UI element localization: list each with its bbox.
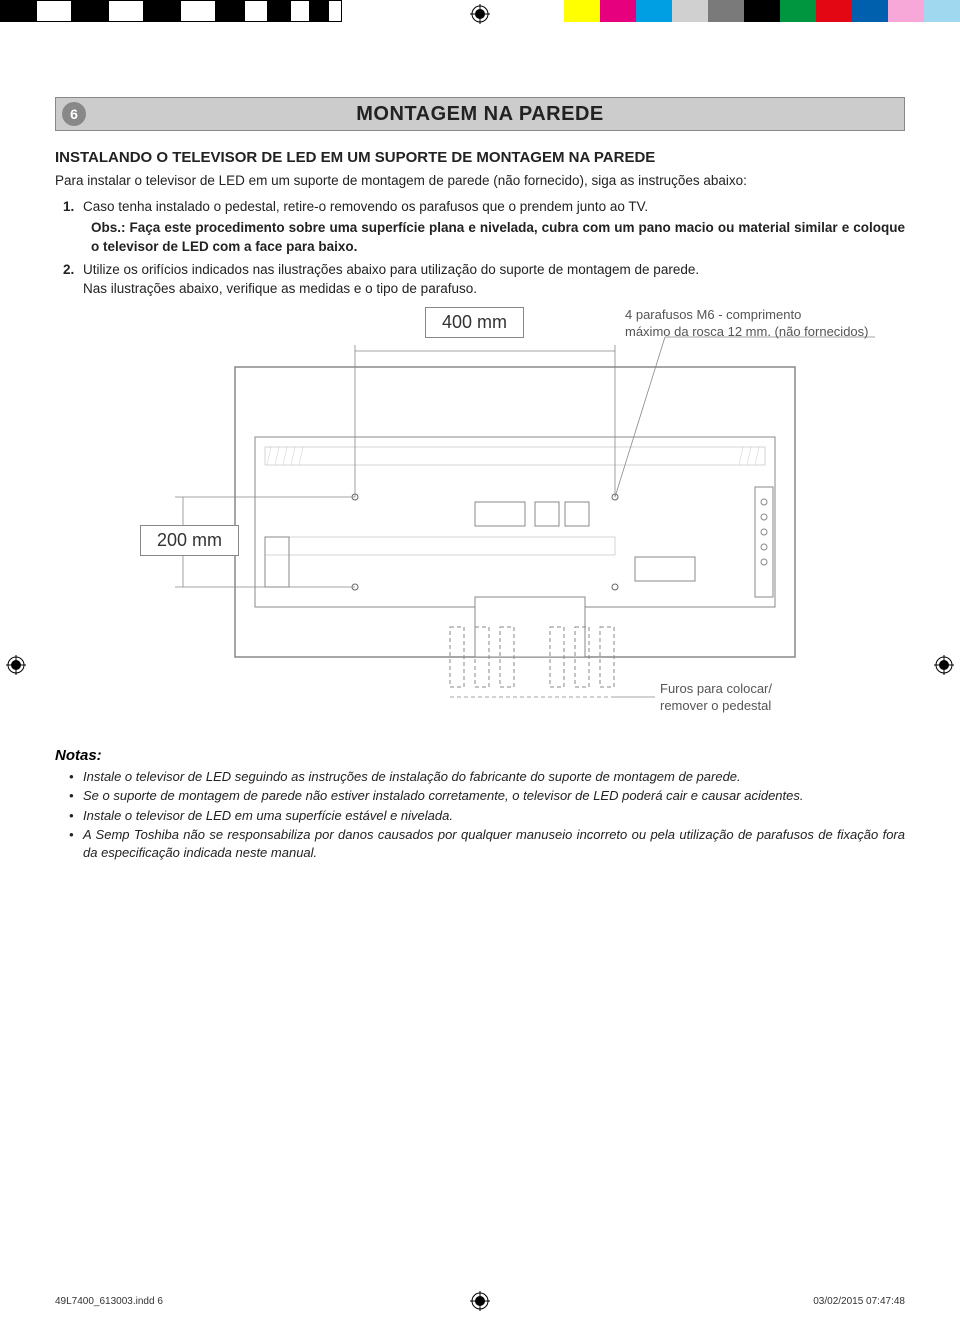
notes-heading: Notas: — [55, 747, 905, 764]
registration-mark-top — [470, 4, 490, 24]
note-item: Instale o televisor de LED em uma superf… — [69, 807, 905, 825]
section-title-bar: 6 MONTAGEM NA PAREDE — [55, 97, 905, 131]
registration-mark-left — [6, 655, 26, 675]
registration-mark-right — [934, 655, 954, 675]
page-number-badge: 6 — [62, 102, 86, 126]
note-item: A Semp Toshiba não se responsabiliza por… — [69, 826, 905, 861]
note-item: Instale o televisor de LED seguindo as i… — [69, 768, 905, 786]
tv-back-diagram: 400 mm 200 mm 4 parafusos M6 - comprimen… — [55, 307, 905, 727]
dimension-200mm: 200 mm — [140, 525, 239, 556]
pedestal-holes-callout: Furos para colocar/ remover o pedestal — [660, 681, 772, 715]
screw-spec-callout: 4 parafusos M6 - comprimento máximo da r… — [625, 307, 885, 341]
instruction-list: 1. Caso tenha instalado o pedestal, reti… — [55, 198, 905, 298]
intro-paragraph: Para instalar o televisor de LED em um s… — [55, 172, 905, 190]
section-title: MONTAGEM NA PAREDE — [56, 103, 904, 126]
step-number: 2. — [63, 261, 83, 299]
note-item: Se o suporte de montagem de parede não e… — [69, 787, 905, 805]
footer-filename: 49L7400_613003.indd 6 — [55, 1296, 163, 1307]
notes-section: Notas: Instale o televisor de LED seguin… — [55, 747, 905, 862]
step-text: Caso tenha instalado o pedestal, retire-… — [83, 198, 905, 217]
step-number: 1. — [63, 198, 83, 217]
dimension-400mm: 400 mm — [425, 307, 524, 338]
step-text: Utilize os orifícios indicados nas ilust… — [83, 261, 905, 299]
page-footer: 49L7400_613003.indd 6 03/02/2015 07:47:4… — [55, 1296, 905, 1307]
subsection-title: INSTALANDO O TELEVISOR DE LED EM UM SUPO… — [55, 149, 905, 166]
footer-timestamp: 03/02/2015 07:47:48 — [813, 1296, 905, 1307]
observation-text: Obs.: Faça este procedimento sobre uma s… — [63, 219, 905, 257]
